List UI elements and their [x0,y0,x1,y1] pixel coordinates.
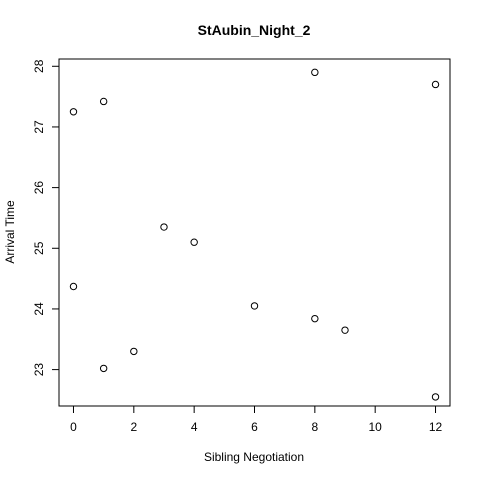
y-tick-label-0: 23 [32,363,46,377]
data-point-12 [431,393,440,401]
y-axis: 23 24 25 26 27 28 [32,59,59,376]
data-point-9 [311,314,319,323]
x-tick-label-6: 12 [429,420,443,434]
plot-frame [58,58,451,407]
y-axis-label: Arrival Time [3,200,17,264]
data-point-6 [190,238,198,246]
x-tick-label-4: 8 [311,420,318,434]
x-tick-label-0: 0 [70,420,77,434]
data-point-4 [130,347,138,356]
data-point-5 [160,223,168,231]
x-axis: 0 2 4 6 8 10 12 [70,406,443,434]
x-tick-label-1: 2 [130,420,137,434]
data-point-10 [341,326,349,334]
data-point-8 [311,68,319,77]
y-tick-label-3: 26 [32,181,46,195]
data-point-3 [99,364,108,373]
y-tick-label-5: 28 [32,59,46,73]
chart-title: StAubin_Night_2 [198,22,311,38]
y-tick-label-2: 25 [32,241,46,255]
x-tick-label-2: 4 [191,420,198,434]
x-axis-label: Sibling Negotiation [204,450,304,464]
data-points [69,68,440,401]
y-tick-label-4: 27 [32,120,46,134]
x-tick-label-5: 10 [368,420,382,434]
data-point-0 [69,108,78,116]
data-point-1 [69,282,78,291]
data-point-11 [431,80,440,89]
data-point-2 [99,97,108,106]
y-tick-label-1: 24 [32,302,46,316]
data-point-7 [250,302,259,310]
x-tick-label-3: 6 [251,420,258,434]
